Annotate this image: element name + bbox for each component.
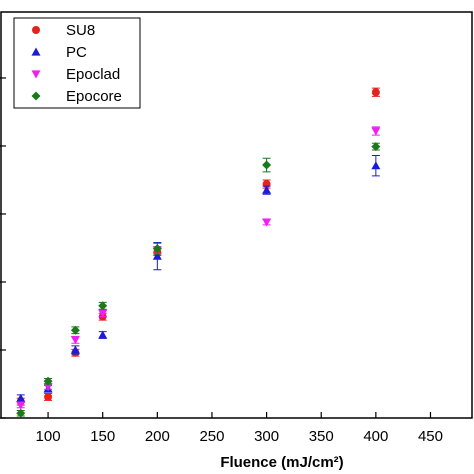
plot-frame (0, 11, 473, 419)
x-tick-label: 450 (418, 428, 443, 445)
marker (371, 142, 381, 152)
marker (16, 408, 26, 418)
legend-label: Epoclad (66, 66, 120, 83)
marker (16, 401, 26, 410)
marker (70, 336, 80, 345)
legend-label: SU8 (66, 22, 95, 39)
x-tick-label: 300 (254, 428, 279, 445)
marker (98, 309, 108, 318)
marker (98, 301, 108, 311)
marker (43, 383, 53, 392)
legend-marker (31, 91, 41, 101)
marker (262, 160, 272, 170)
marker (98, 330, 108, 339)
x-tick-label: 350 (309, 428, 334, 445)
marker (152, 244, 162, 254)
marker (70, 325, 80, 335)
x-tick-label: 400 (363, 428, 388, 445)
marker (371, 127, 381, 136)
x-tick-label: 200 (145, 428, 170, 445)
marker (152, 251, 162, 260)
marker (262, 185, 272, 194)
legend-label: PC (66, 44, 87, 61)
legend-marker (31, 47, 41, 56)
x-tick-label: 100 (36, 428, 61, 445)
marker (262, 218, 272, 227)
x-axis-title: Fluence (mJ/cm²) (220, 454, 343, 471)
marker (70, 345, 80, 354)
marker (44, 392, 53, 401)
legend-label: Epocore (66, 88, 122, 105)
x-tick-label: 250 (199, 428, 224, 445)
marker (371, 88, 380, 97)
legend-marker (31, 70, 41, 79)
marker (43, 376, 53, 386)
marker (16, 393, 26, 402)
legend-marker (32, 26, 40, 34)
x-tick-label: 150 (90, 428, 115, 445)
marker (371, 161, 381, 170)
